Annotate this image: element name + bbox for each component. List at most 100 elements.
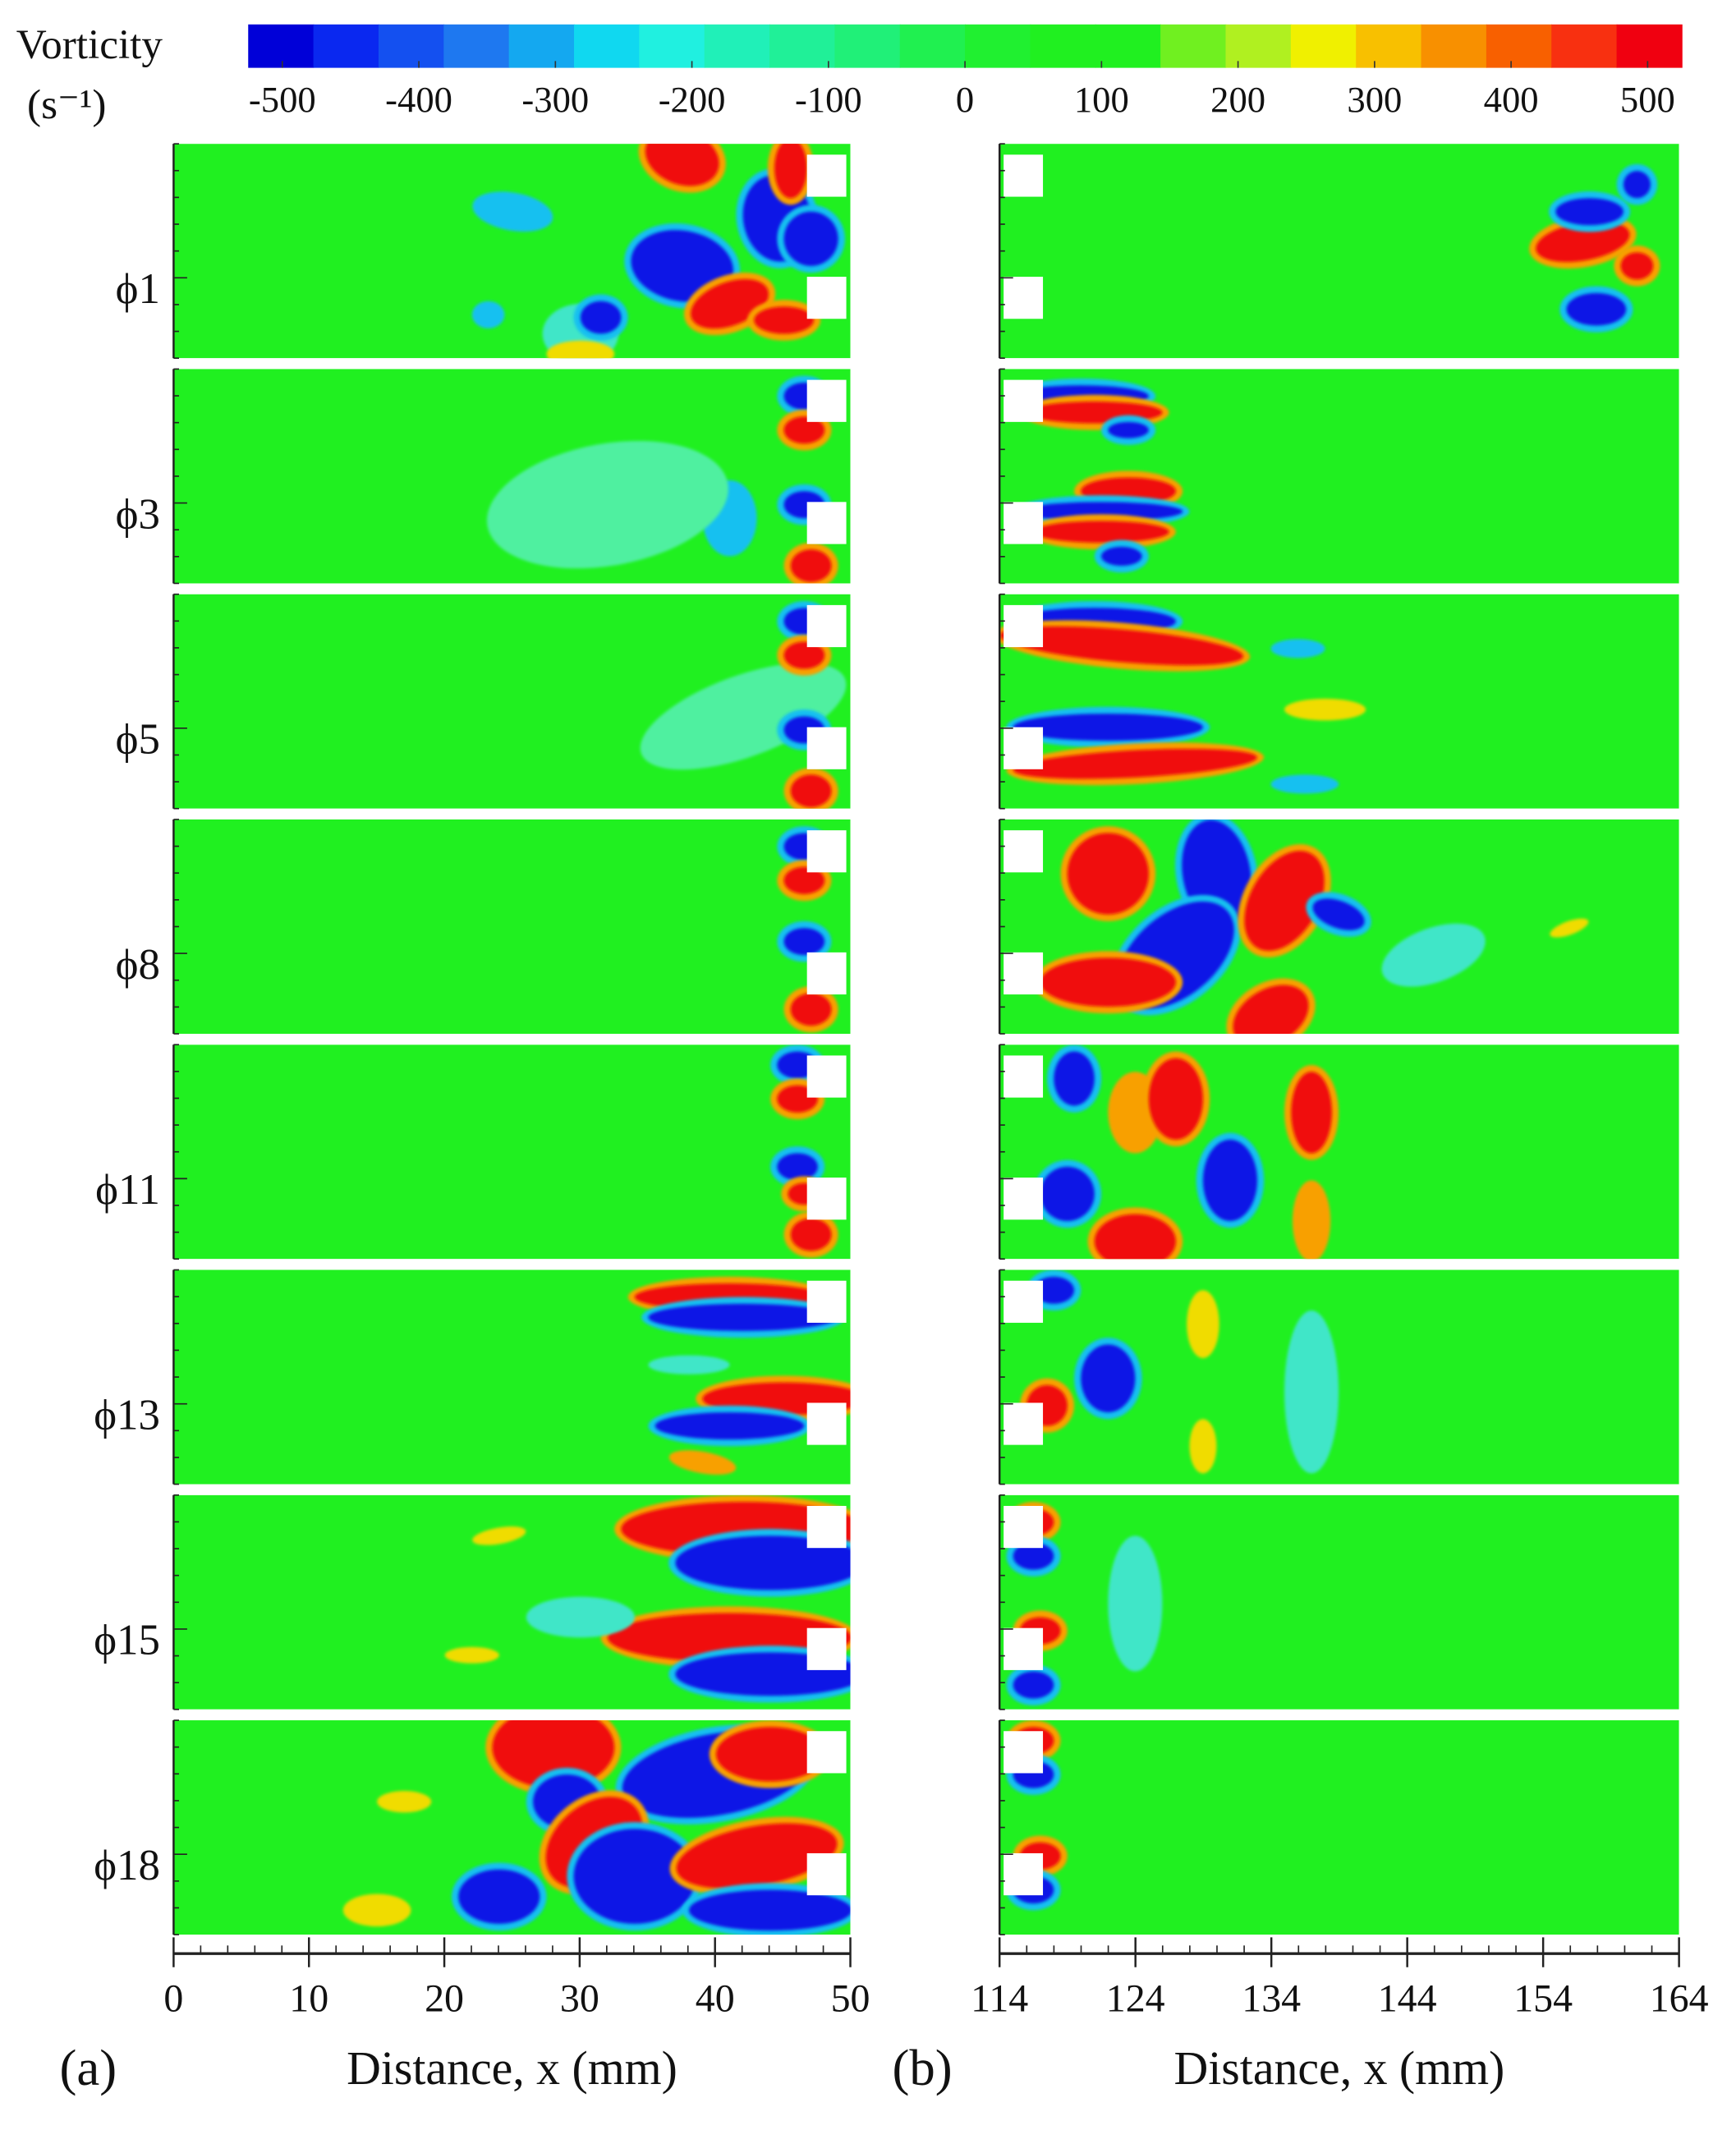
field-fill <box>173 1494 851 1710</box>
x-tick-label: 10 <box>289 1977 328 2021</box>
colorbar-tick-label: 100 <box>1074 79 1129 120</box>
x-tick-label: 30 <box>560 1977 599 2021</box>
vortex <box>1623 171 1651 199</box>
vortex <box>783 928 825 956</box>
row-label: ϕ18 <box>94 1842 160 1889</box>
colorbar-band <box>899 24 966 68</box>
field <box>998 1269 1679 1485</box>
vortex <box>1550 918 1589 938</box>
field-fill <box>173 819 851 1034</box>
colorbar-band <box>769 24 836 68</box>
vortex <box>640 663 847 770</box>
obstacle <box>1003 1627 1044 1670</box>
vortex <box>774 144 807 199</box>
vortex <box>790 1218 832 1251</box>
vortex <box>675 1536 851 1591</box>
colorbar-band <box>1290 24 1357 68</box>
vortex <box>1292 1180 1331 1260</box>
row-label: ϕ8 <box>116 941 160 989</box>
colorbar-tick-label: -300 <box>521 79 589 120</box>
vortex <box>783 211 838 266</box>
vortex <box>790 549 832 582</box>
colorbar-tick-label: 400 <box>1484 79 1539 120</box>
field-bg <box>173 1044 851 1260</box>
colorbar-tick-label: -500 <box>249 79 316 120</box>
vortex <box>1081 1344 1136 1412</box>
field <box>172 1269 851 1485</box>
colorbar-band <box>508 24 575 68</box>
vortex <box>783 641 825 669</box>
x-axis-title: Distance, x (mm) <box>1174 2041 1505 2095</box>
x-tick-label: 154 <box>1513 1977 1573 2021</box>
panel-label: (a) <box>60 2039 117 2096</box>
obstacle <box>806 379 847 422</box>
obstacle <box>806 830 847 873</box>
field-fill <box>173 1720 851 1935</box>
vortex <box>1040 1166 1095 1222</box>
vortex <box>1108 1536 1163 1672</box>
obstacle <box>1003 727 1044 769</box>
vortex <box>790 993 832 1026</box>
field-fill <box>173 1269 851 1485</box>
field-fill <box>173 594 851 809</box>
vortex <box>790 774 832 808</box>
vortex <box>1284 698 1366 721</box>
panel-label: (b) <box>892 2039 952 2096</box>
vortex <box>1067 833 1149 915</box>
x-tick-label: 164 <box>1650 1977 1709 2021</box>
row-label: ϕ15 <box>94 1617 160 1664</box>
field-fill <box>999 594 1679 809</box>
x-tick-label: 114 <box>971 1977 1028 2021</box>
vortex <box>1187 1290 1219 1358</box>
field <box>172 1719 851 1935</box>
obstacle <box>1003 1280 1044 1323</box>
field-fill <box>999 144 1679 359</box>
colorbar-band <box>573 24 641 68</box>
vortex <box>1189 1419 1217 1474</box>
vortex <box>716 1727 825 1782</box>
vortex <box>1233 985 1309 1034</box>
field-fill <box>999 819 1679 1034</box>
vortex <box>1013 748 1257 779</box>
obstacle <box>806 1402 847 1445</box>
obstacle <box>1003 379 1044 422</box>
vortex <box>526 1596 635 1638</box>
vortex <box>1270 639 1325 659</box>
field <box>998 1044 1679 1260</box>
vortex <box>1040 957 1176 1007</box>
vortex <box>444 1646 499 1664</box>
field-fill <box>999 369 1679 584</box>
vortex <box>777 1153 818 1181</box>
field-bg <box>999 1720 1679 1935</box>
vortex <box>1381 923 1486 987</box>
obstacle <box>806 727 847 769</box>
row-label: ϕ11 <box>95 1166 160 1214</box>
colorbar-band <box>313 24 379 68</box>
vortex <box>648 1355 730 1375</box>
field-fill <box>999 1720 1679 1935</box>
vortex <box>1270 774 1339 794</box>
obstacle <box>806 154 847 197</box>
vortex <box>676 1823 838 1889</box>
vortex <box>472 191 553 232</box>
colorbar-unit: (s⁻¹) <box>27 81 106 128</box>
vortex <box>546 340 615 359</box>
row-label: ϕ3 <box>116 490 160 538</box>
obstacle <box>1003 277 1044 319</box>
vortex <box>1013 1542 1054 1570</box>
field <box>998 143 1679 360</box>
vortex <box>999 626 1243 666</box>
obstacle <box>806 502 847 544</box>
vortex <box>1620 252 1654 280</box>
vortex <box>754 306 814 334</box>
colorbar-band <box>834 24 901 68</box>
vortex <box>580 301 622 334</box>
colorbar-band <box>639 24 705 68</box>
row-label: ϕ13 <box>94 1391 160 1439</box>
colorbar-band <box>1030 24 1096 68</box>
colorbar-band <box>378 24 445 68</box>
vortex <box>654 1412 805 1440</box>
vortex <box>1013 1671 1054 1699</box>
